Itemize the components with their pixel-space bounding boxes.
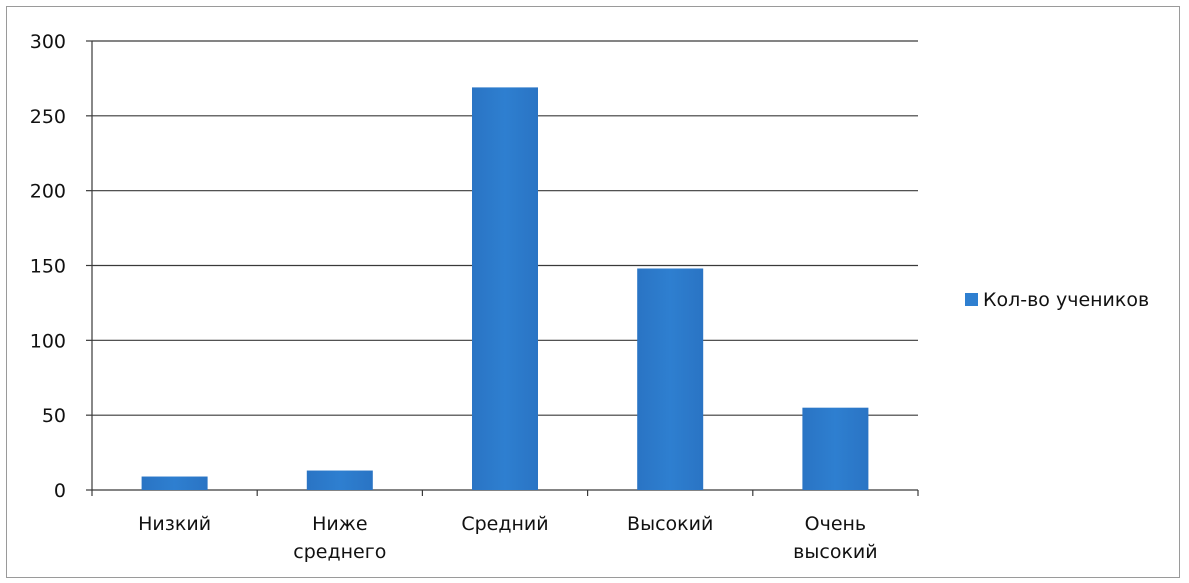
y-tick-label: 150 — [30, 256, 66, 278]
y-tick-label: 100 — [30, 330, 66, 352]
x-tick-label: среднего — [293, 541, 386, 563]
y-tick-label: 250 — [30, 106, 66, 128]
x-tick-label: высокий — [793, 541, 877, 563]
legend-label: Кол-во учеников — [983, 289, 1149, 311]
bar — [802, 407, 869, 490]
bar — [637, 268, 704, 490]
bar — [472, 87, 538, 490]
legend: Кол-во учеников — [965, 289, 1149, 311]
x-tick-label: Ниже — [312, 513, 367, 535]
bar — [306, 470, 373, 490]
y-tick-label: 300 — [30, 31, 66, 53]
x-tick-label: Низкий — [138, 513, 211, 535]
x-tick-label: Очень — [805, 513, 867, 535]
x-tick-label: Высокий — [627, 513, 713, 535]
y-tick-label: 50 — [42, 405, 66, 427]
bars — [141, 87, 869, 490]
bar — [141, 476, 208, 490]
y-tick-label: 0 — [54, 480, 66, 502]
x-tick-label: Средний — [461, 513, 548, 535]
legend-swatch — [965, 293, 978, 306]
tick-labels: 0 50 100 150 200 250 300 Низкий Ниже среднего Сред… — [30, 31, 878, 563]
y-tick-label: 200 — [30, 181, 66, 203]
